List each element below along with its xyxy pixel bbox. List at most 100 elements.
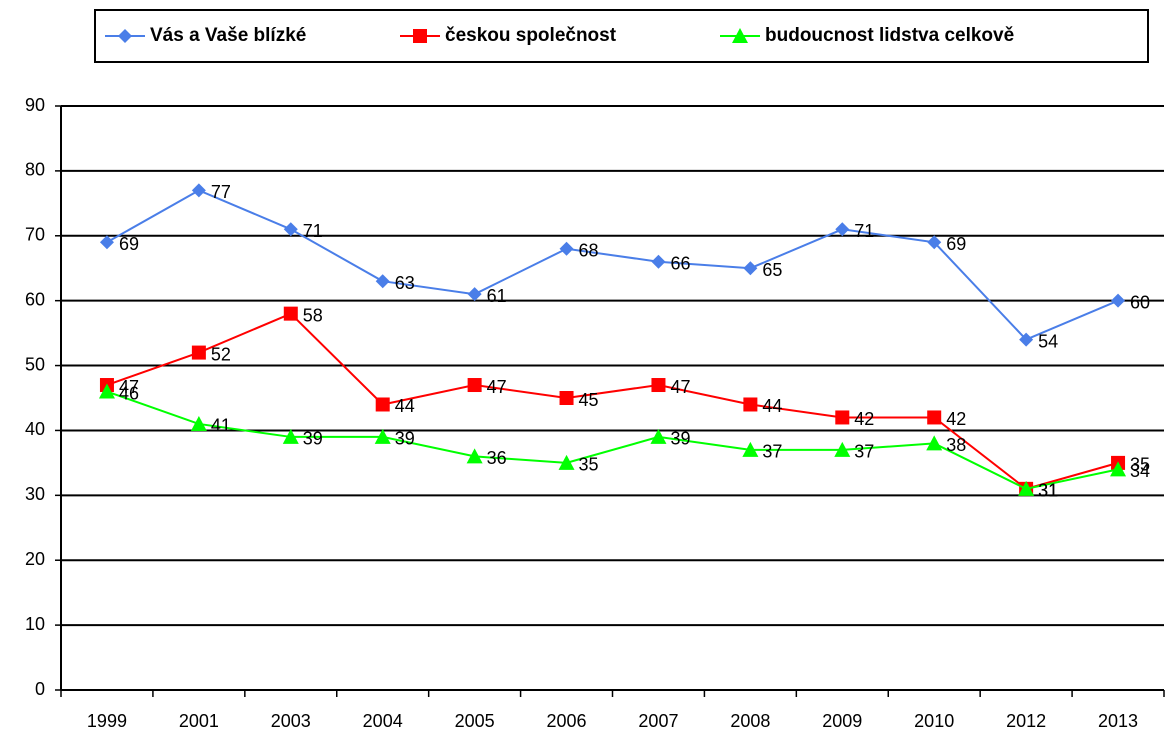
data-label: 47: [670, 377, 690, 397]
point: [375, 397, 390, 412]
point: [651, 254, 666, 269]
legend-label: budoucnost lidstva celkově: [765, 25, 1014, 46]
point: [743, 397, 758, 412]
data-label: 46: [119, 383, 139, 403]
data-label: 36: [487, 448, 507, 468]
data-label: 47: [119, 377, 139, 397]
data-label: 37: [762, 442, 782, 462]
data-label: 35: [1130, 455, 1150, 475]
y-tick-label: 20: [25, 549, 45, 569]
x-tick-label: 2003: [271, 711, 311, 731]
point: [835, 222, 850, 237]
data-label: 44: [762, 396, 782, 416]
data-label: 44: [395, 396, 415, 416]
point: [283, 222, 298, 237]
point: [413, 29, 427, 43]
point: [467, 378, 482, 393]
series-line: [106, 189, 1119, 341]
point: [926, 435, 943, 451]
x-tick-label: 2010: [914, 711, 954, 731]
point: [1019, 332, 1034, 347]
legend-label: českou společnost: [445, 25, 617, 46]
point: [466, 448, 483, 464]
data-label: 35: [579, 455, 599, 475]
data-label: 39: [670, 429, 690, 449]
point: [98, 383, 115, 399]
point: [651, 378, 666, 393]
x-tick-label: 2007: [638, 711, 678, 731]
series-line: [106, 312, 1119, 490]
data-label: 61: [487, 286, 507, 306]
data-label: 42: [946, 409, 966, 429]
point: [190, 415, 207, 431]
legend-box: [94, 9, 1149, 63]
y-tick-label: 60: [25, 289, 45, 309]
data-label: 31: [1038, 481, 1058, 501]
point: [743, 261, 758, 276]
point: [374, 428, 391, 444]
y-tick-label: 40: [25, 419, 45, 439]
series-line: [106, 390, 1119, 490]
point: [927, 235, 942, 250]
y-tick-label: 90: [25, 95, 45, 115]
point: [99, 235, 114, 250]
point: [1110, 461, 1127, 477]
x-tick-label: 1999: [87, 711, 127, 731]
data-label: 60: [1130, 292, 1150, 312]
y-tick-label: 0: [35, 679, 45, 699]
data-label: 71: [303, 221, 323, 241]
x-tick-label: 2013: [1098, 711, 1138, 731]
point: [834, 441, 851, 457]
point: [467, 287, 482, 302]
data-label: 47: [487, 377, 507, 397]
x-tick-label: 2006: [547, 711, 587, 731]
point: [191, 345, 206, 360]
point: [191, 183, 206, 198]
data-label: 68: [579, 241, 599, 261]
point: [375, 274, 390, 289]
legend-label: Vás a Vaše blízké: [150, 25, 306, 46]
data-label: 77: [211, 182, 231, 202]
y-tick-label: 70: [25, 225, 45, 245]
x-tick-label: 2001: [179, 711, 219, 731]
x-tick-label: 2008: [730, 711, 770, 731]
data-label: 41: [211, 416, 231, 436]
point: [650, 428, 667, 444]
point: [927, 410, 942, 425]
data-label: 52: [211, 344, 231, 364]
point: [559, 241, 574, 256]
point: [1111, 293, 1126, 308]
y-tick-label: 10: [25, 614, 45, 634]
data-label: 39: [395, 429, 415, 449]
data-label: 66: [670, 253, 690, 273]
data-label: 63: [395, 273, 415, 293]
point: [1018, 480, 1035, 496]
point: [118, 29, 132, 43]
data-label: 42: [854, 409, 874, 429]
y-tick-label: 80: [25, 160, 45, 180]
data-label: 37: [854, 442, 874, 462]
x-tick-label: 2009: [822, 711, 862, 731]
x-tick-label: 2005: [455, 711, 495, 731]
data-label: 65: [762, 260, 782, 280]
point: [282, 428, 299, 444]
point: [732, 28, 748, 43]
point: [742, 441, 759, 457]
point: [283, 306, 298, 321]
data-label: 38: [946, 435, 966, 455]
point: [835, 410, 850, 425]
x-tick-label: 2012: [1006, 711, 1046, 731]
data-label: 69: [946, 234, 966, 254]
data-label: 71: [854, 221, 874, 241]
point: [558, 454, 575, 470]
data-label: 34: [1130, 461, 1150, 481]
point: [559, 391, 574, 405]
data-label: 69: [119, 234, 139, 254]
data-label: 39: [303, 429, 323, 449]
data-label: 45: [579, 390, 599, 410]
data-label: 58: [303, 305, 323, 325]
x-tick-label: 2004: [363, 711, 403, 731]
y-tick-label: 30: [25, 484, 45, 504]
y-tick-label: 50: [25, 354, 45, 374]
